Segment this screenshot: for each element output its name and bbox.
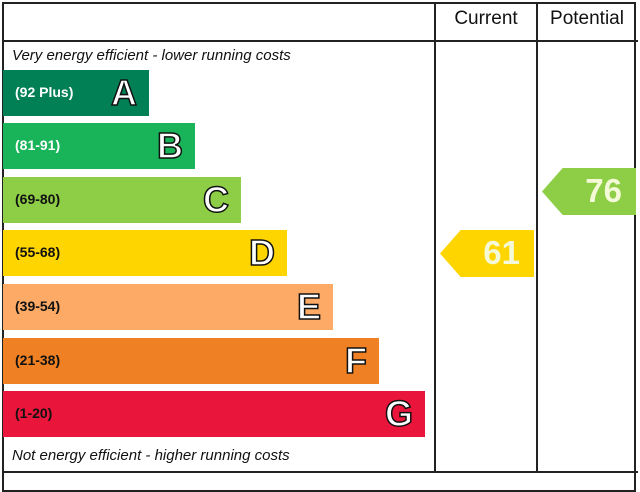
footer-divider: [2, 471, 638, 473]
bottom-note: Not energy efficient - higher running co…: [12, 447, 290, 464]
potential-rating-value: 76: [585, 172, 622, 209]
band-letter: B: [156, 124, 184, 167]
band-d: (55-68) D: [3, 230, 287, 276]
band-range: (69-80): [15, 191, 61, 207]
potential-column-divider: [536, 2, 538, 472]
current-rating-arrow: 61: [440, 230, 534, 277]
band-range: (39-54): [15, 298, 61, 314]
band-letter: D: [248, 231, 276, 274]
band-a: (92 Plus) A: [3, 70, 149, 116]
band-letter: A: [110, 71, 138, 114]
band-c: (69-80) C: [3, 177, 241, 223]
band-range: (92 Plus): [15, 84, 74, 100]
band-range: (1-20): [15, 405, 53, 421]
band-range: (81-91): [15, 137, 61, 153]
potential-header: Potential: [550, 8, 624, 29]
band-b: (81-91) B: [3, 123, 195, 169]
band-letter: C: [202, 178, 230, 221]
band-letter: G: [384, 392, 414, 435]
band-e: (39-54) E: [3, 284, 333, 330]
current-header: Current: [454, 8, 518, 29]
band-g: (1-20) G: [3, 391, 425, 437]
band-f: (21-38) F: [3, 338, 379, 384]
potential-rating-arrow: 76: [542, 168, 636, 215]
band-letter: E: [296, 285, 322, 328]
current-column-divider: [434, 2, 436, 472]
current-rating-value: 61: [483, 234, 520, 271]
band-letter: F: [344, 339, 368, 382]
top-note: Very energy efficient - lower running co…: [12, 47, 291, 64]
band-range: (55-68): [15, 244, 61, 260]
band-range: (21-38): [15, 352, 61, 368]
header-divider: [2, 40, 638, 42]
